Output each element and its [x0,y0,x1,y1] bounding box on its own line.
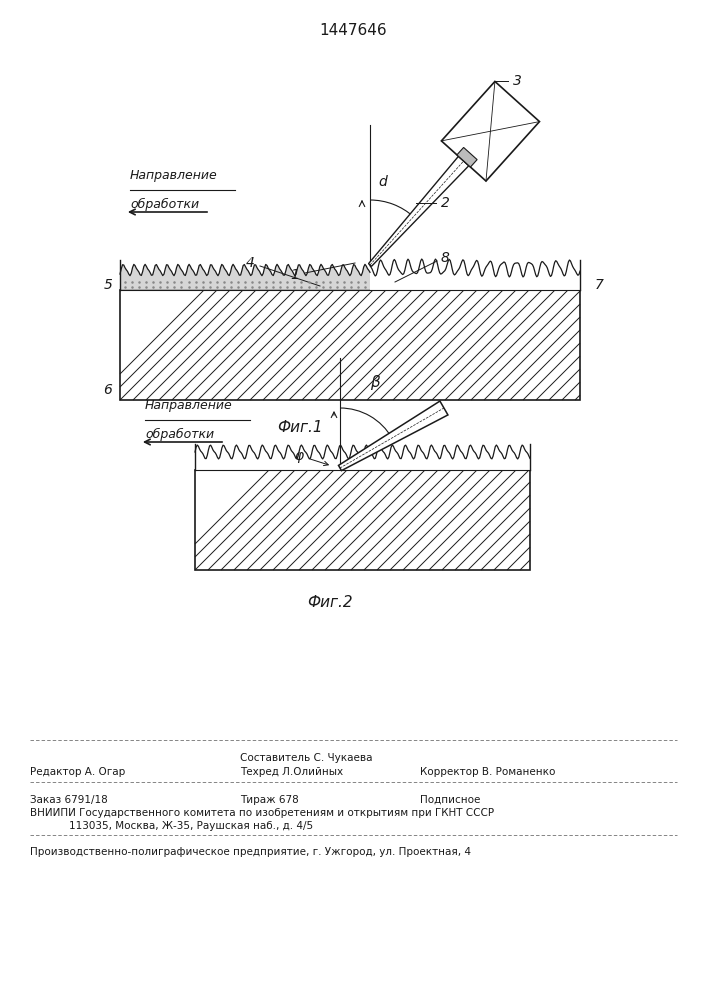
Text: 8: 8 [440,251,450,265]
Polygon shape [195,445,530,470]
Text: 7: 7 [595,278,604,292]
Polygon shape [441,81,539,181]
Text: ВНИИПИ Государственного комитета по изобретениям и открытиям при ГКНТ СССР: ВНИИПИ Государственного комитета по изоб… [30,808,494,818]
Text: 5: 5 [103,278,112,292]
Text: обработки: обработки [145,428,214,441]
Text: Фиг.2: Фиг.2 [307,595,353,610]
Text: Заказ 6791/18: Заказ 6791/18 [30,795,107,805]
Text: Техред Л.Олийных: Техред Л.Олийных [240,767,343,777]
Text: Направление: Направление [130,169,218,182]
Text: 2: 2 [441,196,450,210]
Text: 6: 6 [103,383,112,397]
Text: 3: 3 [513,74,522,88]
Text: 1447646: 1447646 [319,23,387,38]
Text: Тираж 678: Тираж 678 [240,795,299,805]
Text: Производственно-полиграфическое предприятие, г. Ужгород, ул. Проектная, 4: Производственно-полиграфическое предприя… [30,847,471,857]
Polygon shape [195,470,530,570]
Text: Направление: Направление [145,399,233,412]
Text: 113035, Москва, Ж-35, Раушская наб., д. 4/5: 113035, Москва, Ж-35, Раушская наб., д. … [30,821,313,831]
Polygon shape [370,259,580,290]
Text: 4: 4 [245,256,255,270]
Text: Редактор А. Огар: Редактор А. Огар [30,767,125,777]
Polygon shape [339,401,448,471]
Text: обработки: обработки [130,198,199,211]
Polygon shape [368,156,469,266]
Text: β: β [370,375,380,390]
Text: Корректор В. Романенко: Корректор В. Романенко [420,767,556,777]
Text: 1: 1 [291,268,300,282]
Polygon shape [457,147,477,167]
Text: Фиг.1: Фиг.1 [277,420,323,435]
Text: Подписное: Подписное [420,795,480,805]
Polygon shape [120,264,370,290]
Text: d: d [378,175,387,189]
Polygon shape [120,290,580,400]
Text: Составитель С. Чукаева: Составитель С. Чукаева [240,753,373,763]
Text: φ: φ [294,449,303,463]
